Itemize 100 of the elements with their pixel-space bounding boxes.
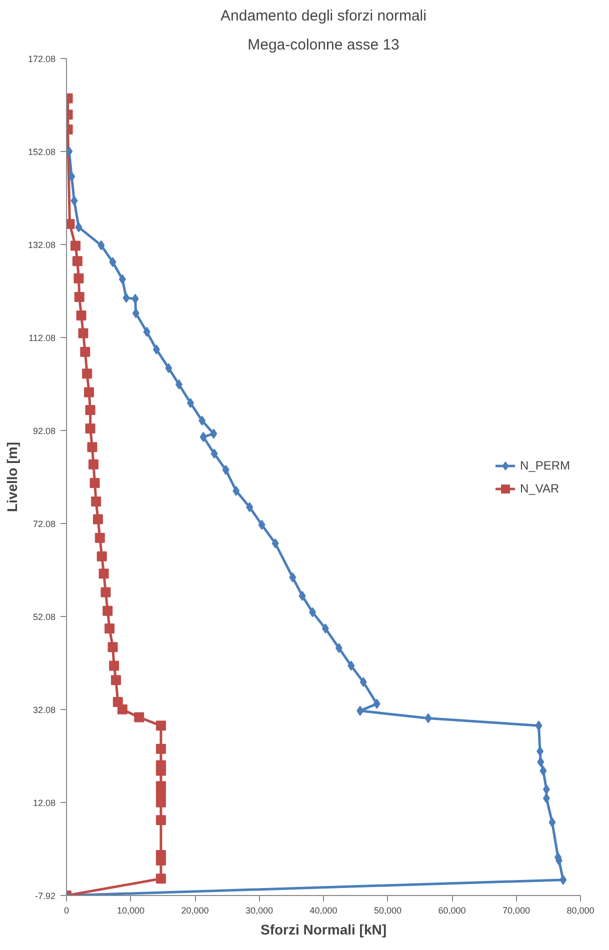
point [246,502,254,512]
y-tick-label: 172.08 [28,54,56,64]
point [112,696,123,707]
x-tick-label: 60,000 [438,906,466,916]
point [85,404,96,415]
point [74,273,84,284]
x-axis-title: Sforzi Normali [kN] [260,922,387,938]
point [118,274,126,284]
y-axis-title: Livello [m] [4,442,20,512]
point [175,379,182,390]
x-tick-label: 0 [64,906,70,916]
point [75,222,82,232]
point [108,642,118,652]
point [156,797,166,808]
point [70,240,80,251]
y-tick-label: -7.92 [34,891,56,901]
point [68,172,76,182]
x-tick-label: 10,000 [116,906,145,916]
point [134,712,144,722]
point [100,587,111,598]
y-tick-label: 12.08 [32,798,56,808]
point [72,256,82,266]
point [156,874,166,884]
point [98,568,109,579]
point [200,432,207,442]
point [540,766,547,776]
point [91,496,102,507]
y-tick-label: 152.08 [28,147,56,157]
point [560,874,567,885]
point [80,346,90,357]
point [104,623,115,634]
point [536,746,544,756]
point [92,514,103,524]
point [165,363,172,374]
point [110,675,121,686]
point [298,590,306,601]
point [109,257,116,268]
point [88,459,98,470]
point [258,520,266,530]
point [152,344,160,354]
x-tick-label: 80,000 [566,906,594,916]
point [309,607,316,618]
point [143,326,150,337]
x-tick-label: 20,000 [181,906,209,916]
point [535,720,542,731]
point [85,424,96,434]
point [187,398,194,408]
point [542,793,550,804]
point [156,850,166,860]
chart-title: Andamento degli sforzi normali [220,8,426,24]
point [132,308,140,318]
point [78,328,88,338]
y-tick-label: 92.08 [32,426,56,436]
point [542,784,550,794]
legend-label: N_VAR [520,481,560,495]
point [156,760,166,770]
point [272,538,279,548]
point [335,643,342,654]
point [156,744,166,754]
point [122,292,130,303]
y-tick-label: 112.08 [28,333,56,343]
chart-subtitle: Mega-colonne asse 13 [248,36,400,54]
point [82,368,92,379]
point [98,240,105,250]
point [373,698,380,709]
point [70,196,78,206]
y-tick-label: 72.08 [32,519,56,529]
point [198,416,206,426]
y-tick-label: 132.08 [28,240,56,250]
point [289,572,296,582]
point [84,387,94,398]
point [156,781,166,792]
point [94,532,105,543]
point [76,310,86,321]
point [360,676,367,687]
point [424,713,432,724]
x-tick-label: 50,000 [374,906,402,916]
point [132,294,139,304]
point [90,478,100,488]
point [548,817,556,828]
point [156,815,166,826]
point [222,464,230,475]
point [156,720,166,731]
point [348,660,355,671]
point [356,706,364,716]
point [322,623,329,634]
x-tick-label: 40,000 [310,906,338,916]
x-tick-label: 30,000 [245,906,274,916]
point [210,428,218,439]
point [74,292,84,302]
y-tick-label: 32.08 [32,705,56,715]
y-tick-label: 52.08 [32,612,56,622]
point [109,660,120,671]
point [102,606,113,616]
point [87,442,98,452]
legend-label: N_PERM [520,458,570,472]
x-tick-label: 70,000 [502,906,530,916]
point [96,551,107,562]
point [232,486,240,496]
point [210,448,218,459]
